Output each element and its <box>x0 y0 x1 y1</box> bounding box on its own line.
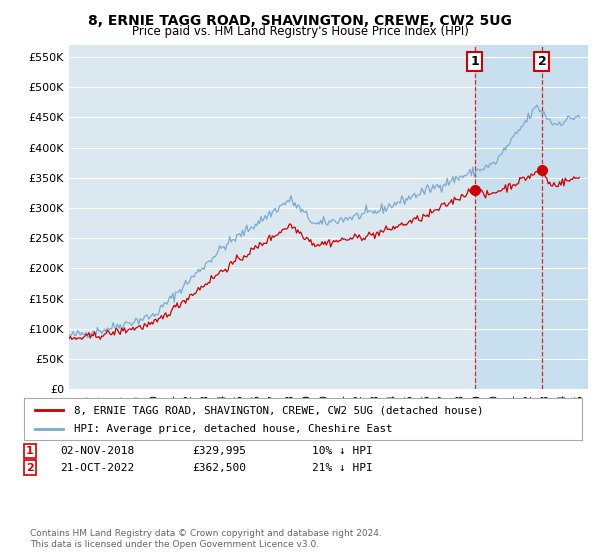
Text: 02-NOV-2018: 02-NOV-2018 <box>60 446 134 456</box>
Text: 1: 1 <box>470 55 479 68</box>
Text: 2: 2 <box>538 55 546 68</box>
Text: 21-OCT-2022: 21-OCT-2022 <box>60 463 134 473</box>
Text: 8, ERNIE TAGG ROAD, SHAVINGTON, CREWE, CW2 5UG (detached house): 8, ERNIE TAGG ROAD, SHAVINGTON, CREWE, C… <box>74 405 484 415</box>
Text: £329,995: £329,995 <box>192 446 246 456</box>
Text: 10% ↓ HPI: 10% ↓ HPI <box>312 446 373 456</box>
Text: Contains HM Land Registry data © Crown copyright and database right 2024.
This d: Contains HM Land Registry data © Crown c… <box>30 529 382 549</box>
Bar <box>475 45 600 389</box>
Text: 21% ↓ HPI: 21% ↓ HPI <box>312 463 373 473</box>
Text: 8, ERNIE TAGG ROAD, SHAVINGTON, CREWE, CW2 5UG: 8, ERNIE TAGG ROAD, SHAVINGTON, CREWE, C… <box>88 14 512 28</box>
Text: Price paid vs. HM Land Registry's House Price Index (HPI): Price paid vs. HM Land Registry's House … <box>131 25 469 38</box>
Text: 1: 1 <box>26 446 34 456</box>
Text: HPI: Average price, detached house, Cheshire East: HPI: Average price, detached house, Ches… <box>74 424 393 434</box>
Text: £362,500: £362,500 <box>192 463 246 473</box>
Text: 2: 2 <box>26 463 34 473</box>
